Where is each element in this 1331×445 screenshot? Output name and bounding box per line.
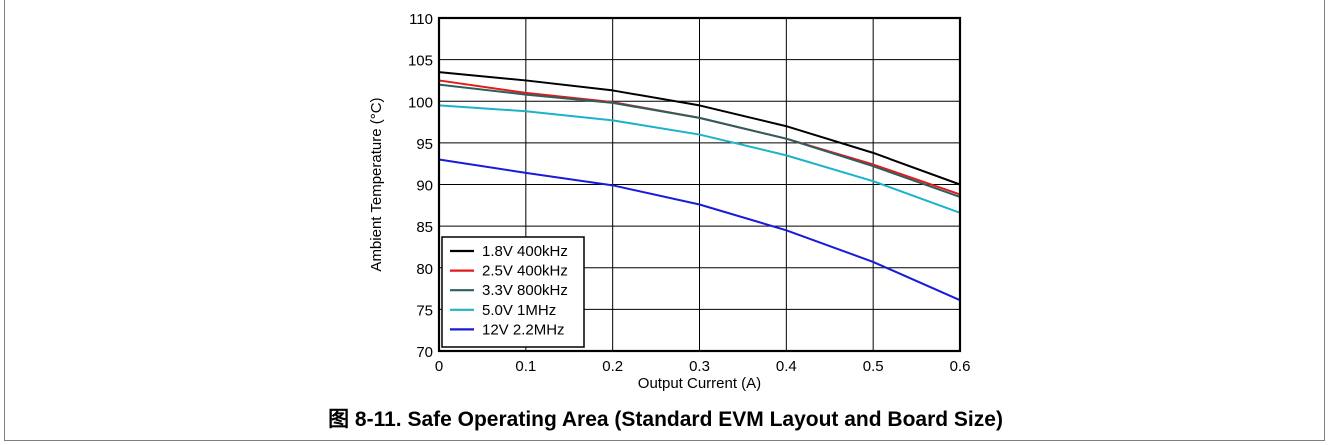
series-line-1 — [438, 71, 961, 186]
legend: 1.8V 400kHz 2.5V 400kHz 3.3V 800kHz 5.0V 1M… — [441, 236, 585, 348]
x-tick-label: 0.5 — [863, 358, 884, 375]
y-tick-label: 75 — [416, 302, 433, 319]
figure-caption: 图 8-11. Safe Operating Area (Standard EV… — [328, 408, 1003, 431]
series-line-3 — [438, 83, 961, 198]
x-tick-labels: 0 0.1 0.2 0.3 0.4 0.5 0.6 — [435, 358, 971, 375]
y-tick-label: 90 — [416, 178, 433, 195]
y-tick-labels: 70 75 80 85 90 95 100 105 110 — [408, 11, 433, 361]
y-tick-label: 80 — [416, 261, 433, 278]
legend-label: 1.8V 400kHz — [482, 243, 568, 260]
plot-area-border — [437, 16, 962, 353]
y-tick-label: 100 — [408, 94, 433, 111]
x-axis-label: Output Current (A) — [638, 375, 761, 392]
y-axis-label: Ambient Temperature (°C) — [368, 97, 385, 271]
x-tick-label: 0.4 — [776, 358, 797, 375]
series-lines — [438, 71, 961, 302]
x-tick-label: 0.1 — [515, 358, 536, 375]
y-tick-label: 110 — [409, 11, 433, 28]
series-line-5 — [438, 158, 961, 302]
figure-frame — [4, 0, 1325, 441]
x-tick-label: 0.2 — [602, 358, 623, 375]
legend-label: 3.3V 800kHz — [482, 282, 568, 299]
chart: 70 75 80 85 90 95 100 105 110 0 0.1 0.2 0.3 0.4 0.5 0.… — [368, 11, 971, 392]
y-tick-label: 105 — [408, 53, 433, 70]
legend-label: 5.0V 1MHz — [482, 302, 556, 319]
y-tick-label: 95 — [416, 136, 433, 153]
legend-label: 12V 2.2MHz — [482, 321, 565, 338]
series-line-4 — [438, 104, 961, 214]
x-tick-label: 0.3 — [689, 358, 710, 375]
y-tick-label: 85 — [416, 219, 433, 236]
legend-label: 2.5V 400kHz — [482, 263, 568, 280]
x-tick-label: 0 — [435, 358, 443, 375]
x-tick-label: 0.6 — [950, 358, 971, 375]
y-tick-label: 70 — [416, 344, 433, 361]
